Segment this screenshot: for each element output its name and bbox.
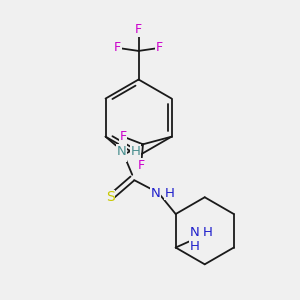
- Text: F: F: [135, 23, 142, 37]
- Text: N: N: [151, 187, 161, 200]
- Text: F: F: [156, 41, 163, 54]
- Text: H: H: [203, 226, 213, 239]
- Text: F: F: [120, 130, 127, 143]
- Text: H: H: [130, 145, 140, 158]
- Text: N: N: [190, 226, 200, 239]
- Text: H: H: [190, 240, 200, 253]
- Text: F: F: [114, 41, 121, 54]
- Text: F: F: [137, 159, 145, 172]
- Text: S: S: [106, 190, 115, 204]
- Text: H: H: [164, 187, 174, 200]
- Text: N: N: [117, 145, 127, 158]
- Text: F: F: [120, 148, 127, 161]
